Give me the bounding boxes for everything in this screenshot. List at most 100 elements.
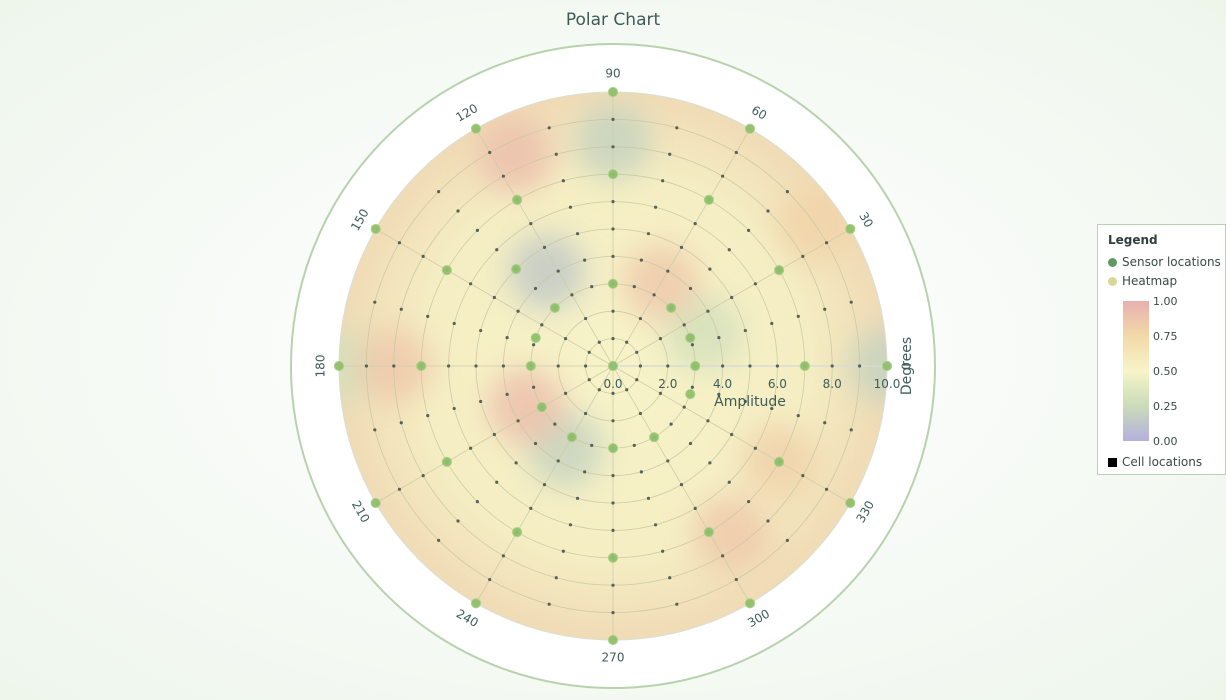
cell-location <box>611 501 615 505</box>
cell-location <box>501 364 505 368</box>
cell-location <box>488 150 492 155</box>
cell-location <box>743 328 747 333</box>
legend-entry-cells: Cell locations <box>1108 455 1202 469</box>
sensor-location <box>845 497 856 509</box>
cell-location <box>770 406 774 411</box>
cell-location <box>421 474 425 478</box>
sensor-location <box>703 527 715 538</box>
cell-location <box>611 611 615 615</box>
sensor-location <box>774 265 785 276</box>
cell-location <box>505 336 509 340</box>
colorbar-tick: 0.50 <box>1153 365 1178 378</box>
heat-spot <box>339 328 377 404</box>
cell-location <box>653 523 658 527</box>
cell-location <box>717 392 721 396</box>
cell-location <box>469 446 473 450</box>
heat-spot <box>692 496 769 573</box>
cell-location <box>452 321 456 326</box>
cell-location <box>587 350 591 354</box>
cell-location <box>658 337 663 341</box>
cell-location <box>437 190 441 194</box>
radial-tick-label: 6.0 <box>768 377 787 391</box>
cell-location <box>625 388 629 392</box>
cell-location <box>666 459 670 463</box>
cell-location <box>611 528 615 533</box>
sensor-location <box>416 360 427 372</box>
cell-location <box>475 228 479 232</box>
legend-label-sensors: Sensor locations <box>1122 255 1221 269</box>
cell-location <box>646 496 651 500</box>
cell-location <box>611 117 615 121</box>
colorbar <box>1123 301 1149 441</box>
cell-location <box>514 461 518 465</box>
sensor-location <box>441 456 452 467</box>
cell-location <box>721 174 725 178</box>
cell-location <box>688 286 693 291</box>
sensor-location <box>536 402 547 413</box>
cell-location <box>587 378 591 382</box>
cell-location <box>727 480 731 484</box>
cell-location <box>730 432 734 437</box>
sensor-locations <box>333 86 893 646</box>
cell-location <box>426 314 430 318</box>
cell-location <box>456 209 460 213</box>
cell-location <box>583 470 587 474</box>
cell-location <box>611 391 615 395</box>
colorbar-tick: 1.00 <box>1153 295 1178 308</box>
cell-location <box>399 307 403 311</box>
sensor-location <box>690 360 701 372</box>
cell-location <box>717 336 721 340</box>
cell-location <box>373 300 377 304</box>
cell-location <box>492 432 496 437</box>
cell-location <box>801 254 805 258</box>
heatmap-legend-marker <box>1108 277 1117 286</box>
cell-location <box>556 364 560 368</box>
cell-location <box>469 282 473 286</box>
cell-location <box>540 323 544 327</box>
cell-location <box>766 519 770 523</box>
cell-location <box>661 179 665 183</box>
cell-location <box>561 549 565 553</box>
cell-location <box>669 422 673 426</box>
cell-location <box>474 364 478 368</box>
radial-tick-label: 4.0 <box>713 377 732 391</box>
cell-location <box>632 285 636 289</box>
sensor-location <box>566 432 578 443</box>
cell-location <box>653 205 658 209</box>
legend-entry-heatmap: Heatmap <box>1108 274 1177 288</box>
legend-title: Legend <box>1108 233 1158 247</box>
cell-location <box>529 506 533 510</box>
angular-tick-label: 0 <box>898 362 912 370</box>
sensor-location <box>649 432 660 443</box>
cell-location <box>570 293 574 297</box>
sensor-location <box>530 332 541 343</box>
cell-location <box>632 443 636 447</box>
sensor-location <box>607 278 619 289</box>
cell-location <box>849 300 853 304</box>
cell-location <box>675 602 679 606</box>
sensor-location <box>774 456 785 467</box>
cell-location <box>638 411 643 416</box>
cell-location <box>501 554 505 558</box>
cell-location <box>475 500 479 504</box>
colorbar-tick: 0.75 <box>1153 330 1178 343</box>
radial-tick-label: 8.0 <box>823 377 842 391</box>
radial-axis-title: Amplitude <box>714 394 786 410</box>
cell-location <box>706 419 710 423</box>
cell-location <box>597 340 601 344</box>
cell-location <box>563 337 568 341</box>
sensor-location <box>370 223 381 235</box>
cell-location <box>488 577 492 582</box>
sensor-location <box>744 123 756 134</box>
cell-location <box>597 388 601 392</box>
cell-location <box>447 364 451 368</box>
sensor-location <box>607 169 619 180</box>
angular-tick-label: 90 <box>605 67 620 81</box>
cell-location <box>575 496 580 500</box>
sensor-location <box>685 389 696 400</box>
cell-location <box>561 179 565 183</box>
cell-location <box>397 241 402 245</box>
cell-location <box>554 152 558 156</box>
cell-location <box>611 419 615 423</box>
cell-location <box>611 200 615 204</box>
